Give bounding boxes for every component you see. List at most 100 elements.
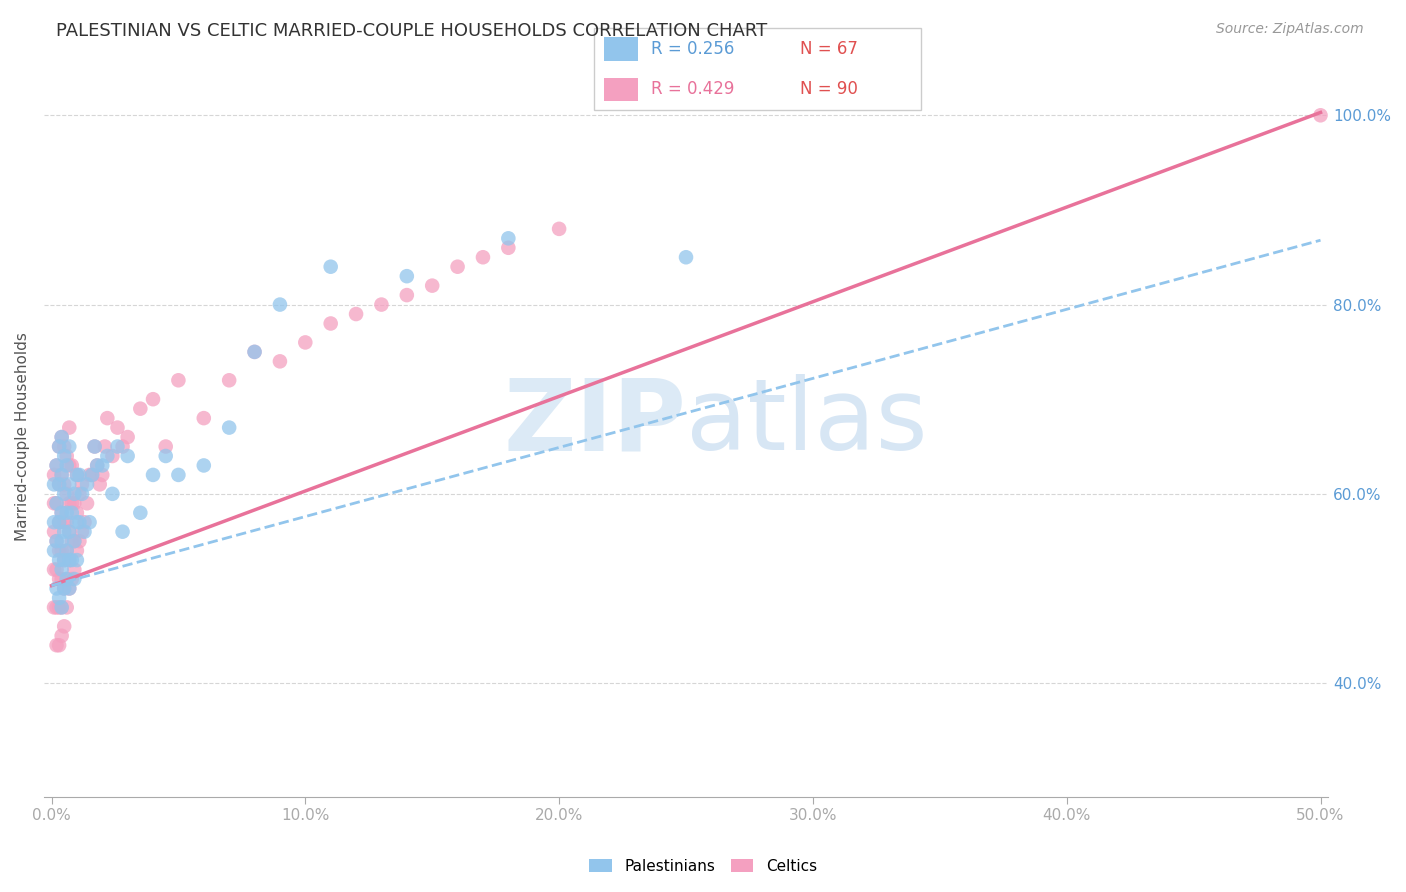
Legend: Palestinians, Celtics: Palestinians, Celtics <box>583 853 823 880</box>
Point <box>55 572 77 586</box>
Point <box>55 487 77 501</box>
Point <box>58 553 80 567</box>
Point <box>55 515 77 529</box>
Point <box>70 477 93 491</box>
Point <box>370 297 392 311</box>
Point <box>58 496 80 510</box>
Point <box>96 449 118 463</box>
Point <box>51 563 73 577</box>
Point <box>55 600 77 615</box>
Point <box>96 411 118 425</box>
Point <box>53 553 76 567</box>
Point <box>45 496 67 510</box>
Point <box>51 506 73 520</box>
Point <box>45 458 67 473</box>
Point <box>53 487 76 501</box>
Point <box>66 506 89 520</box>
Point <box>472 250 495 264</box>
Text: ZIP: ZIP <box>503 374 686 471</box>
Point <box>107 420 129 434</box>
Point <box>63 534 86 549</box>
Point <box>83 440 105 454</box>
Point <box>129 401 152 416</box>
Point <box>91 467 114 482</box>
Point <box>117 430 139 444</box>
Point <box>53 553 76 567</box>
Point <box>142 467 165 482</box>
Point <box>94 440 117 454</box>
Point <box>82 467 104 482</box>
Point <box>48 515 70 529</box>
Point <box>269 297 291 311</box>
Point <box>55 449 77 463</box>
Point <box>60 534 83 549</box>
Text: R = 0.256: R = 0.256 <box>651 40 734 58</box>
Point <box>60 458 83 473</box>
Point <box>55 543 77 558</box>
Point <box>51 572 73 586</box>
Point <box>42 515 65 529</box>
Point <box>101 487 124 501</box>
Point <box>243 344 266 359</box>
Point <box>53 582 76 596</box>
Point <box>82 467 104 482</box>
Point <box>446 260 468 274</box>
Point <box>243 344 266 359</box>
Point <box>70 524 93 539</box>
Point <box>45 496 67 510</box>
Point <box>86 458 108 473</box>
Text: Source: ZipAtlas.com: Source: ZipAtlas.com <box>1216 22 1364 37</box>
Point <box>193 458 215 473</box>
Point <box>76 477 98 491</box>
Point <box>79 515 101 529</box>
Point <box>58 458 80 473</box>
Point <box>498 231 520 245</box>
Point <box>129 506 152 520</box>
Point <box>48 477 70 491</box>
Point <box>58 524 80 539</box>
Point <box>66 467 89 482</box>
Point <box>55 572 77 586</box>
Point <box>67 467 90 482</box>
Point <box>66 467 89 482</box>
Point <box>42 496 65 510</box>
Point <box>48 543 70 558</box>
FancyBboxPatch shape <box>593 29 921 110</box>
Point <box>45 458 67 473</box>
Point <box>86 458 108 473</box>
Point <box>42 543 65 558</box>
Point <box>79 467 101 482</box>
Point <box>55 506 77 520</box>
Point <box>218 420 240 434</box>
Point <box>53 477 76 491</box>
Point <box>48 553 70 567</box>
Point <box>66 553 89 567</box>
Point <box>67 487 90 501</box>
Point <box>48 600 70 615</box>
Point <box>167 373 190 387</box>
Point <box>420 278 443 293</box>
Point <box>58 553 80 567</box>
Point <box>45 582 67 596</box>
Point <box>51 430 73 444</box>
Point <box>70 487 93 501</box>
Point <box>60 572 83 586</box>
Text: N = 67: N = 67 <box>800 40 858 58</box>
Point <box>67 534 90 549</box>
Point <box>51 600 73 615</box>
Point <box>48 572 70 586</box>
Point <box>45 563 67 577</box>
Point <box>58 420 80 434</box>
Point <box>548 222 571 236</box>
Point <box>1309 108 1331 122</box>
Point <box>83 440 105 454</box>
Point <box>63 496 86 510</box>
Point <box>63 572 86 586</box>
Point <box>42 467 65 482</box>
Point <box>53 582 76 596</box>
Point <box>42 563 65 577</box>
Point <box>111 524 134 539</box>
Point <box>45 600 67 615</box>
Point <box>395 269 418 284</box>
FancyBboxPatch shape <box>605 37 638 61</box>
